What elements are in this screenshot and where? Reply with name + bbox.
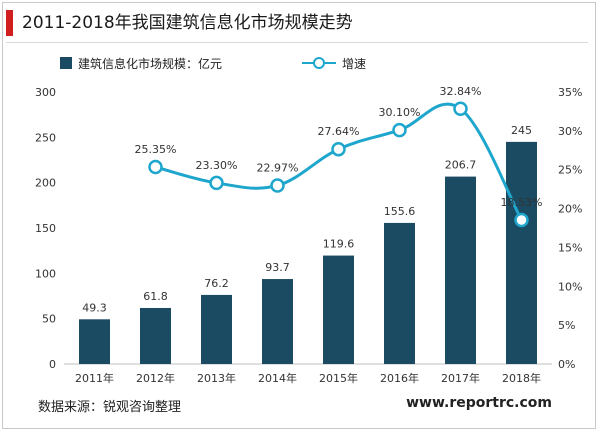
growth-value-label: 23.30% <box>196 159 238 172</box>
chart-title: 2011-2018年我国建筑信息化市场规模走势 <box>22 13 353 33</box>
y-right-tick-label: 0% <box>558 358 575 371</box>
legend: 建筑信息化市场规模：亿元 增速 <box>60 54 366 72</box>
legend-line-label: 增速 <box>342 56 367 71</box>
x-tick-label: 2013年 <box>197 371 236 385</box>
growth-value-label: 22.97% <box>257 161 299 174</box>
y-left-tick-label: 100 <box>35 267 56 280</box>
bar-value-label: 206.7 <box>445 159 477 172</box>
bar <box>201 294 232 364</box>
bar <box>262 279 293 364</box>
title-divider <box>6 42 588 43</box>
bar-value-label: 49.3 <box>82 301 107 314</box>
bar <box>445 176 476 364</box>
website-label: www.reportrc.com <box>406 395 552 411</box>
x-tick-label: 2017年 <box>441 371 480 385</box>
y-left-tick-label: 150 <box>35 222 56 235</box>
growth-value-label: 27.64% <box>318 125 360 138</box>
bar-value-label: 155.6 <box>384 205 416 218</box>
x-tick-label: 2018年 <box>502 371 541 385</box>
y-left-tick-label: 0 <box>49 358 56 371</box>
legend-bar-label: 建筑信息化市场规模：亿元 <box>78 56 223 71</box>
growth-point <box>453 101 468 117</box>
growth-point <box>270 178 285 193</box>
x-tick-label: 2016年 <box>380 371 419 385</box>
x-tick-label: 2012年 <box>136 371 175 385</box>
growth-point <box>331 141 346 157</box>
y-right-tick-label: 15% <box>558 241 582 254</box>
x-tick-label: 2014年 <box>258 371 297 385</box>
growth-point <box>392 122 407 138</box>
y-right-tick-label: 10% <box>558 280 582 293</box>
source-note: 数据来源：锐观咨询整理 <box>38 400 182 415</box>
y-right-tick-label: 25% <box>558 164 582 177</box>
growth-value-label: 32.84% <box>440 85 482 98</box>
x-tick-label: 2015年 <box>319 371 358 385</box>
legend-bar-swatch <box>60 57 72 69</box>
x-tick-label: 2011年 <box>75 371 114 385</box>
growth-point <box>514 212 529 228</box>
growth-value-label: 18.53% <box>501 196 543 209</box>
title-accent-bar <box>6 10 13 36</box>
growth-value-label: 30.10% <box>379 106 421 119</box>
y-left-tick-label: 200 <box>35 177 56 190</box>
bar <box>506 141 537 364</box>
growth-point <box>148 159 163 175</box>
bar-value-label: 245 <box>511 124 532 137</box>
bar-value-label: 119.6 <box>323 238 355 251</box>
bar-value-label: 76.2 <box>204 277 229 290</box>
growth-point <box>209 175 224 191</box>
bar-value-label: 61.8 <box>143 290 168 303</box>
bar <box>323 255 354 364</box>
y-right-tick-label: 30% <box>558 125 582 138</box>
bar <box>384 222 415 364</box>
bar <box>79 319 110 364</box>
y-left-tick-label: 250 <box>35 131 56 144</box>
bar <box>140 307 171 364</box>
y-right-tick-label: 5% <box>558 319 575 332</box>
y-right-tick-label: 35% <box>558 86 582 99</box>
y-left-tick-label: 300 <box>35 86 56 99</box>
y-left-tick-label: 50 <box>42 313 56 326</box>
growth-value-label: 25.35% <box>135 143 177 156</box>
y-right-tick-label: 20% <box>558 203 582 216</box>
legend-line-swatch <box>302 57 337 69</box>
bar-value-label: 93.7 <box>265 261 290 274</box>
